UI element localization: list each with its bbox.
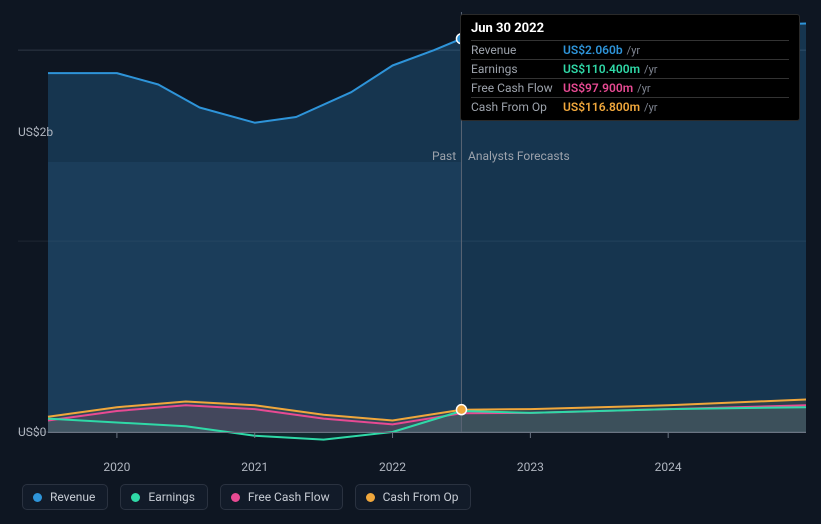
legend-swatch-icon (231, 493, 240, 502)
y-tick-label: US$2b (18, 125, 53, 139)
legend-swatch-icon (131, 493, 140, 502)
forecast-label: Analysts Forecasts (468, 149, 570, 163)
legend-label: Revenue (50, 490, 95, 504)
x-tick-label: 2023 (517, 460, 544, 474)
tooltip-row: Cash From Op US$116.800m /yr (471, 97, 789, 116)
tooltip-metric-name: Earnings (471, 62, 563, 76)
tooltip-unit: /yr (644, 101, 657, 114)
past-label: Past (432, 149, 456, 163)
x-tick-label: 2021 (241, 460, 268, 474)
tooltip-metric-value: US$2.060b (563, 43, 623, 57)
tooltip-metric-value: US$116.800m (563, 100, 640, 114)
x-tick-label: 2024 (655, 460, 682, 474)
chart-legend: Revenue Earnings Free Cash Flow Cash Fro… (22, 484, 471, 510)
legend-label: Cash From Op (383, 490, 459, 504)
x-tick-label: 2022 (379, 460, 406, 474)
tooltip-unit: /yr (644, 63, 657, 76)
legend-item-cfo[interactable]: Cash From Op (355, 484, 472, 510)
tooltip-metric-value: US$97.900m (563, 81, 633, 95)
legend-label: Free Cash Flow (248, 490, 330, 504)
tooltip-unit: /yr (627, 44, 640, 57)
tooltip-metric-name: Cash From Op (471, 100, 563, 114)
tooltip-row: Earnings US$110.400m /yr (471, 59, 789, 78)
legend-item-fcf[interactable]: Free Cash Flow (220, 484, 343, 510)
legend-item-earnings[interactable]: Earnings (120, 484, 208, 510)
tooltip-date: Jun 30 2022 (471, 21, 789, 40)
tooltip-metric-name: Revenue (471, 43, 563, 57)
tooltip-row: Free Cash Flow US$97.900m /yr (471, 78, 789, 97)
legend-swatch-icon (366, 493, 375, 502)
tooltip-unit: /yr (637, 82, 650, 95)
x-tick-label: 2020 (103, 460, 130, 474)
tooltip-row: Revenue US$2.060b /yr (471, 40, 789, 59)
chart-tooltip: Jun 30 2022 Revenue US$2.060b /yr Earnin… (460, 14, 800, 121)
legend-label: Earnings (148, 490, 195, 504)
tooltip-metric-value: US$110.400m (563, 62, 640, 76)
y-tick-label: US$0 (18, 425, 46, 439)
legend-swatch-icon (33, 493, 42, 502)
tooltip-metric-name: Free Cash Flow (471, 81, 563, 95)
legend-item-revenue[interactable]: Revenue (22, 484, 108, 510)
